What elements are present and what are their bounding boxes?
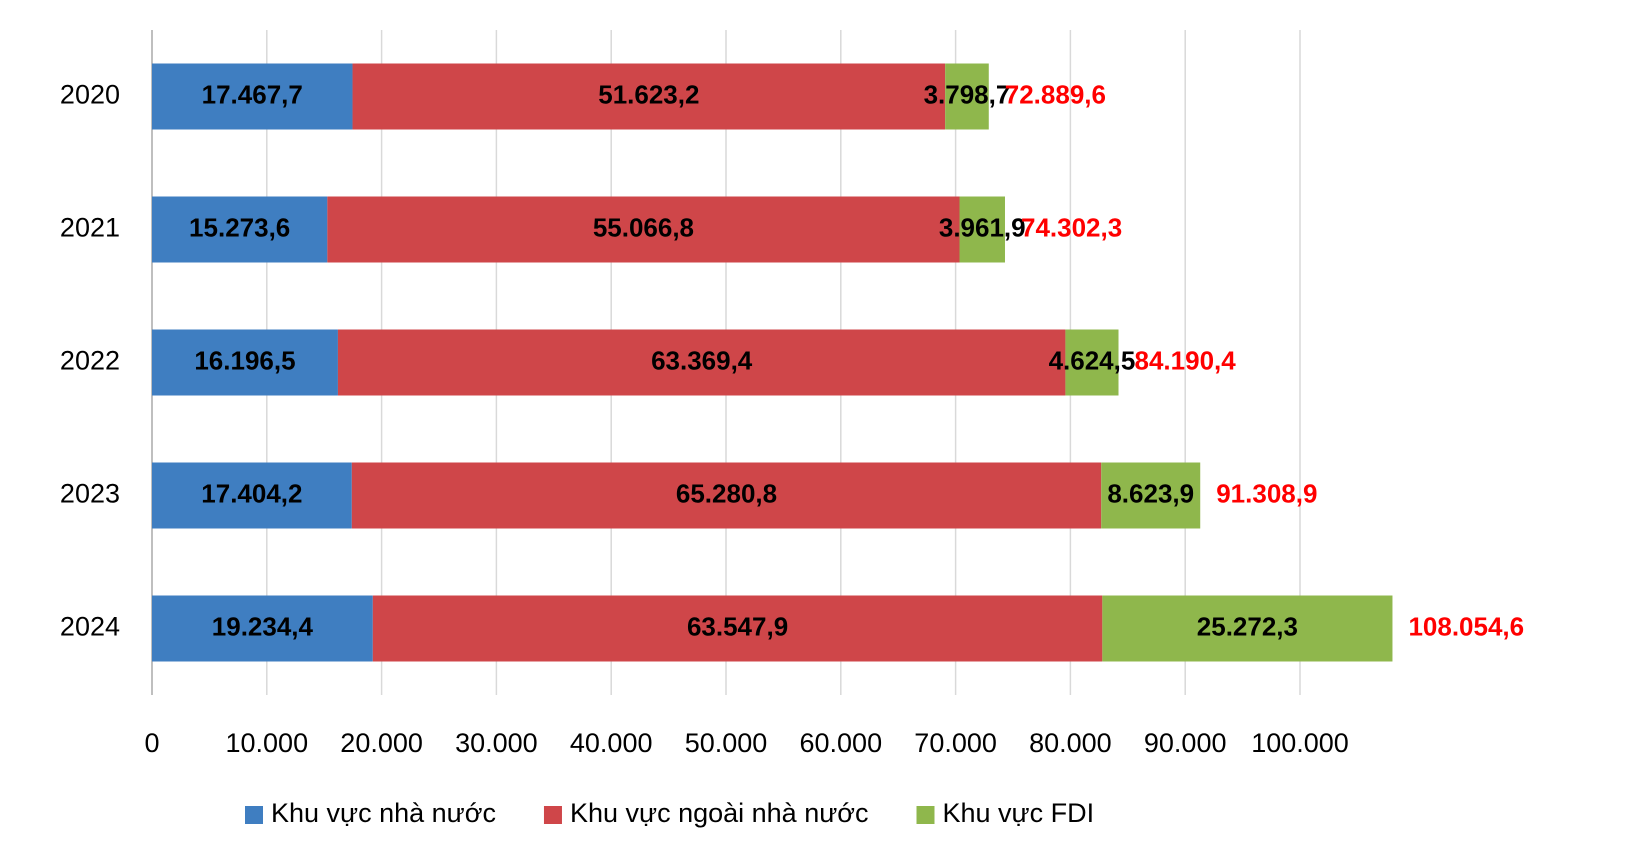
bar-segment	[152, 462, 352, 529]
bar-segment	[337, 329, 1066, 396]
data-label: 16.196,5	[194, 345, 295, 375]
x-tick-label: 80.000	[1029, 728, 1112, 758]
legend-swatch	[916, 806, 935, 824]
data-label: 63.369,4	[651, 345, 753, 375]
bar-segment	[352, 63, 946, 130]
data-label: 4.624,5	[1049, 345, 1136, 375]
bar-segment	[152, 63, 353, 130]
x-tick-label: 100.000	[1251, 728, 1349, 758]
data-label: 3.798,7	[924, 79, 1011, 109]
data-label: 8.623,9	[1107, 478, 1194, 508]
x-tick-label: 60.000	[800, 728, 883, 758]
bar-segment	[152, 329, 338, 396]
total-label: 74.302,3	[1021, 212, 1122, 242]
legend-label: Khu vực ngoài nhà nước	[570, 798, 869, 828]
bar-segment	[327, 196, 960, 263]
data-label: 19.234,4	[212, 611, 314, 641]
x-tick-label: 40.000	[570, 728, 653, 758]
data-label: 55.066,8	[593, 212, 694, 242]
total-label: 84.190,4	[1135, 345, 1237, 375]
bar-segment	[372, 595, 1103, 662]
y-tick-label: 2024	[60, 612, 120, 642]
data-label: 17.404,2	[201, 478, 302, 508]
data-label: 17.467,7	[202, 79, 303, 109]
data-label: 51.623,2	[598, 79, 699, 109]
bar-segment	[1102, 595, 1393, 662]
bar-segment	[351, 462, 1102, 529]
legend-swatch	[543, 806, 562, 824]
total-label: 72.889,6	[1005, 79, 1106, 109]
x-tick-label: 50.000	[685, 728, 768, 758]
x-tick-label: 20.000	[340, 728, 423, 758]
x-tick-label: 0	[144, 728, 159, 758]
y-tick-label: 2023	[60, 479, 120, 509]
y-tick-label: 2021	[60, 213, 120, 243]
x-tick-label: 90.000	[1144, 728, 1227, 758]
data-label: 63.547,9	[687, 611, 788, 641]
bar-segment	[1101, 462, 1201, 529]
data-label: 15.273,6	[189, 212, 290, 242]
total-label: 108.054,6	[1408, 611, 1524, 641]
total-label: 91.308,9	[1216, 478, 1317, 508]
y-tick-label: 2022	[60, 346, 120, 376]
x-tick-label: 30.000	[455, 728, 538, 758]
legend-label: Khu vực FDI	[943, 798, 1095, 828]
data-label: 65.280,8	[676, 478, 777, 508]
bar-segment	[1065, 329, 1119, 396]
bar-segment	[152, 196, 328, 263]
bar-segment	[152, 595, 373, 662]
legend-swatch	[245, 806, 263, 824]
x-tick-label: 10.000	[226, 728, 309, 758]
legend-label: Khu vực nhà nước	[271, 798, 496, 828]
bar-segment	[959, 196, 1005, 263]
x-tick-label: 70.000	[914, 728, 997, 758]
y-tick-label: 2020	[60, 80, 120, 110]
data-label: 3.961,9	[939, 212, 1026, 242]
bar-segment	[945, 63, 989, 130]
data-label: 25.272,3	[1197, 611, 1298, 641]
